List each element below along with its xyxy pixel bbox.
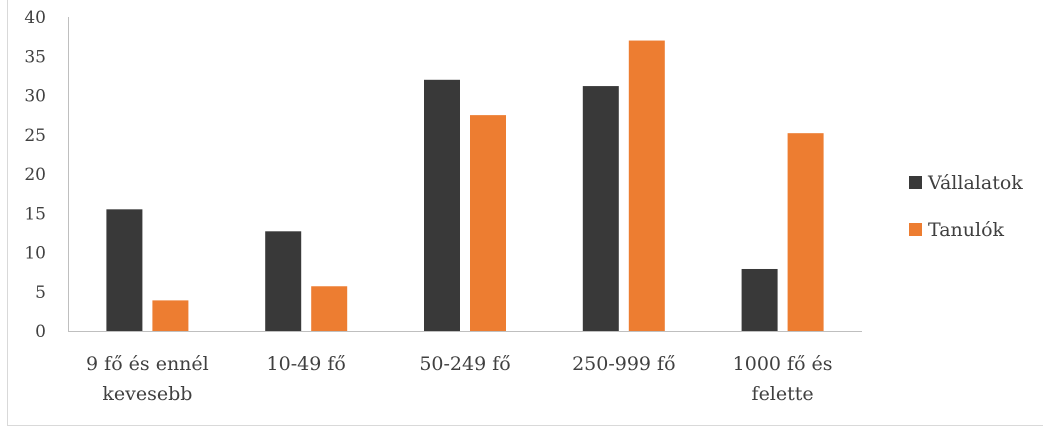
x-category-label: 9 fő és ennél kevesebb <box>86 353 209 405</box>
x-category-label: 10-49 fő <box>267 353 346 375</box>
bar-tanul-k <box>787 133 824 331</box>
bar-v-llalatok <box>424 79 460 331</box>
y-tick-label: 35 <box>24 47 46 67</box>
bar-series-group <box>106 40 824 332</box>
y-tick-label: 15 <box>24 204 46 224</box>
legend-label: Tanulók <box>928 219 1005 241</box>
x-axis: 9 fő és ennél kevesebb 10-49 fő 50-249 fő 25… <box>68 331 862 405</box>
legend-label: Vállalatok <box>927 172 1023 194</box>
y-tick-label: 40 <box>24 8 46 28</box>
x-category-label: 1000 fő és felette <box>733 353 833 405</box>
x-category-label: 50-249 fő <box>419 353 510 375</box>
y-axis: 0 5 10 15 20 25 30 35 40 <box>24 8 69 342</box>
bar-tanul-k <box>152 300 189 331</box>
bar-tanul-k <box>311 286 348 331</box>
bar-tanul-k <box>628 40 665 332</box>
y-tick-label: 5 <box>35 283 46 303</box>
legend-swatch <box>909 223 922 236</box>
x-category-label: 250-999 fő <box>572 353 675 375</box>
bar-tanul-k <box>470 115 506 331</box>
y-tick-label: 10 <box>24 244 46 264</box>
y-tick-label: 25 <box>24 126 46 146</box>
bar-v-llalatok <box>741 268 778 331</box>
legend-swatch <box>909 176 922 189</box>
bar-v-llalatok <box>265 231 302 331</box>
bar-v-llalatok <box>106 209 143 331</box>
bar-v-llalatok <box>582 86 619 331</box>
legend: Vállalatok Tanulók <box>909 172 1023 241</box>
y-tick-label: 20 <box>24 165 46 185</box>
y-tick-label: 30 <box>24 87 46 107</box>
y-tick-label: 0 <box>35 322 46 342</box>
